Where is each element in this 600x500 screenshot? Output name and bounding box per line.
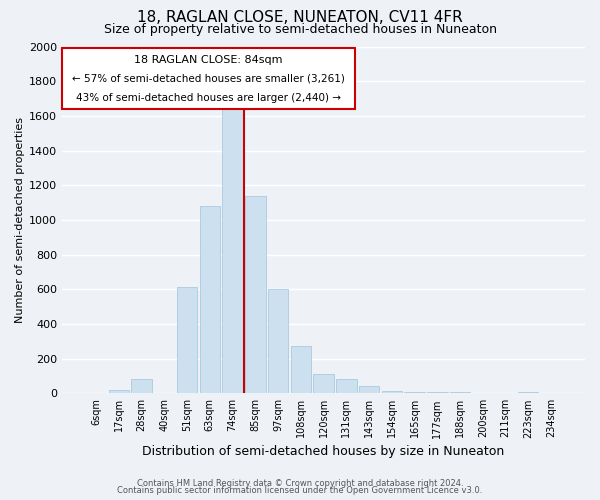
Bar (359, 386, 379, 394)
Text: Contains HM Land Registry data © Crown copyright and database right 2024.: Contains HM Land Registry data © Crown c… (137, 478, 463, 488)
Bar (131, 380, 152, 394)
Bar (109, 390, 129, 394)
Text: Contains public sector information licensed under the Open Government Licence v3: Contains public sector information licen… (118, 486, 482, 495)
Bar (290, 346, 311, 394)
Text: 43% of semi-detached houses are larger (2,440) →: 43% of semi-detached houses are larger (… (76, 93, 341, 103)
Bar (200, 206, 220, 394)
Text: Size of property relative to semi-detached houses in Nuneaton: Size of property relative to semi-detach… (104, 22, 497, 36)
FancyBboxPatch shape (62, 48, 355, 109)
Bar (427, 392, 448, 394)
Bar (245, 196, 266, 394)
X-axis label: Distribution of semi-detached houses by size in Nuneaton: Distribution of semi-detached houses by … (142, 444, 505, 458)
Bar (223, 108, 243, 394)
Text: ← 57% of semi-detached houses are smaller (3,261): ← 57% of semi-detached houses are smalle… (72, 74, 345, 84)
Text: 18, RAGLAN CLOSE, NUNEATON, CV11 4FR: 18, RAGLAN CLOSE, NUNEATON, CV11 4FR (137, 10, 463, 25)
Bar (313, 374, 334, 394)
Bar (336, 378, 356, 394)
Bar (518, 392, 538, 394)
Bar (450, 392, 470, 394)
Bar (404, 392, 425, 394)
Text: 18 RAGLAN CLOSE: 84sqm: 18 RAGLAN CLOSE: 84sqm (134, 56, 283, 66)
Bar (268, 290, 289, 394)
Bar (177, 286, 197, 394)
Y-axis label: Number of semi-detached properties: Number of semi-detached properties (15, 117, 25, 323)
Bar (382, 390, 402, 394)
